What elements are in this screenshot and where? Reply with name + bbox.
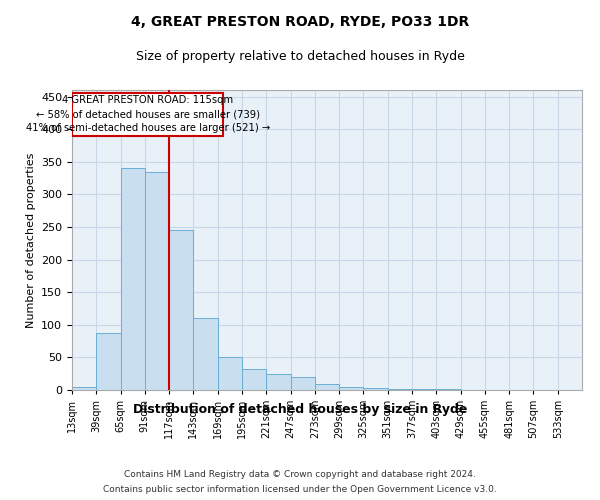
Bar: [339, 386, 364, 390]
Bar: [145, 172, 169, 390]
Text: Size of property relative to detached houses in Ryde: Size of property relative to detached ho…: [136, 50, 464, 63]
Bar: [96, 332, 121, 390]
Bar: [388, 388, 412, 390]
Text: Contains HM Land Registry data © Crown copyright and database right 2024.: Contains HM Land Registry data © Crown c…: [124, 470, 476, 479]
Bar: [218, 358, 242, 390]
Bar: [169, 230, 193, 390]
Bar: [315, 384, 339, 390]
Y-axis label: Number of detached properties: Number of detached properties: [26, 152, 35, 328]
Bar: [72, 94, 223, 136]
Bar: [242, 369, 266, 390]
Bar: [364, 388, 388, 390]
Bar: [290, 377, 315, 390]
Bar: [193, 318, 218, 390]
Text: 4, GREAT PRESTON ROAD, RYDE, PO33 1DR: 4, GREAT PRESTON ROAD, RYDE, PO33 1DR: [131, 15, 469, 29]
Text: Distribution of detached houses by size in Ryde: Distribution of detached houses by size …: [133, 402, 467, 415]
Bar: [266, 374, 290, 390]
Text: 4 GREAT PRESTON ROAD: 115sqm
← 58% of detached houses are smaller (739)
41% of s: 4 GREAT PRESTON ROAD: 115sqm ← 58% of de…: [26, 96, 270, 134]
Bar: [121, 168, 145, 390]
Bar: [72, 386, 96, 390]
Text: Contains public sector information licensed under the Open Government Licence v3: Contains public sector information licen…: [103, 485, 497, 494]
